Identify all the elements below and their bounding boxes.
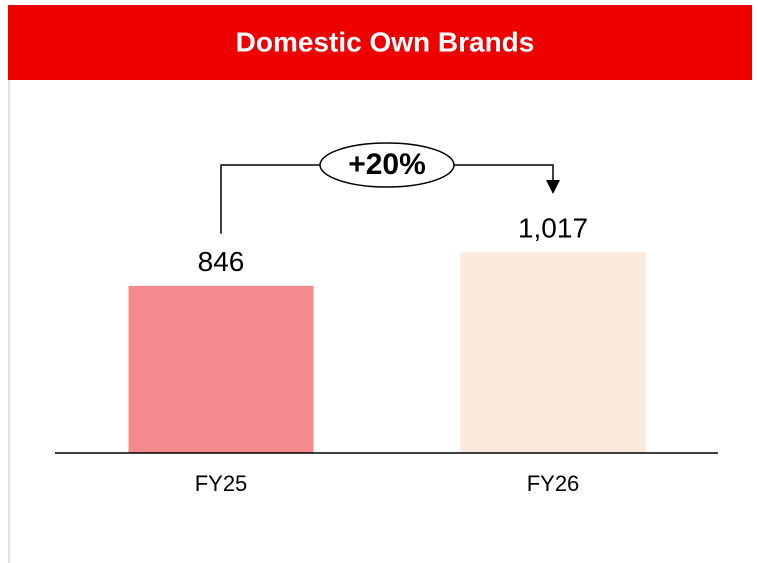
x-tick-label: FY26 bbox=[527, 471, 580, 496]
value-label: 846 bbox=[198, 246, 245, 277]
x-tick-label: FY25 bbox=[195, 471, 248, 496]
bar bbox=[460, 252, 646, 453]
annotation-bubble bbox=[319, 142, 455, 188]
value-label: 1,017 bbox=[518, 212, 588, 243]
chart-title: Domestic Own Brands bbox=[236, 26, 535, 57]
header-band bbox=[8, 5, 752, 80]
arrow-head bbox=[546, 180, 560, 194]
bar bbox=[128, 285, 314, 453]
annotation: +20% bbox=[348, 148, 426, 181]
